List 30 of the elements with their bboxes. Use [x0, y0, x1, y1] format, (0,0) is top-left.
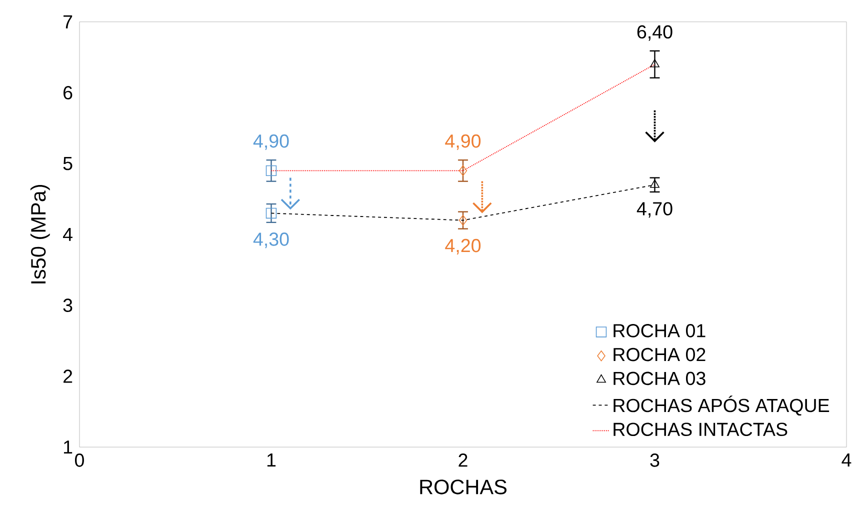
y-tick-label: 7: [64, 16, 72, 29]
legend-label: ROCHAS INTACTAS: [614, 422, 788, 436]
y-tick-label: 3: [63, 298, 72, 312]
point: [458, 215, 468, 226]
y-tick-label: 2: [64, 370, 72, 383]
point: [650, 59, 660, 68]
x-tick-label: 1: [267, 454, 276, 467]
legend-label: ROCHA 02: [614, 348, 706, 362]
data-label: 4,20: [445, 239, 481, 255]
data-label: 4,90: [253, 134, 289, 150]
data-label: 6,40: [637, 25, 672, 41]
y-tick-label: 1: [64, 440, 72, 454]
x-tick-label: 0: [74, 454, 84, 468]
x-tick-label: 4: [842, 454, 852, 467]
legend-label: ROCHA 03: [614, 372, 706, 386]
legend-label: ROCHAS APÓS ATAQUE: [614, 396, 830, 416]
x-tick-label: 2: [458, 454, 468, 467]
data-label: 4,70: [636, 202, 672, 218]
data-label: 4,90: [445, 134, 481, 150]
legend-label: ROCHA 01: [614, 324, 706, 338]
point: [458, 166, 468, 176]
data-label: 4,30: [253, 232, 289, 248]
point: [266, 208, 277, 219]
y-tick-label: 5: [63, 157, 72, 170]
y-tick-label: 6: [64, 86, 72, 100]
x-axis-title: ROCHAS: [420, 480, 507, 495]
y-tick-label: 4: [62, 228, 72, 242]
y-axis-title: Is50 (MPa): [30, 185, 50, 284]
point: [266, 166, 277, 176]
x-tick-label: 3: [650, 454, 660, 468]
